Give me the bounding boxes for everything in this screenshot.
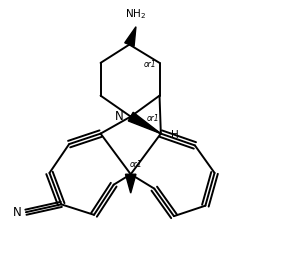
Text: N: N [13, 206, 22, 219]
Text: or1: or1 [144, 60, 157, 69]
Text: N: N [115, 110, 123, 123]
Polygon shape [125, 174, 136, 193]
Text: or1: or1 [130, 160, 142, 169]
Text: NH$_2$: NH$_2$ [125, 7, 146, 21]
Polygon shape [125, 27, 136, 46]
Text: or1: or1 [147, 114, 159, 123]
Text: H: H [171, 130, 178, 140]
Polygon shape [128, 112, 161, 134]
